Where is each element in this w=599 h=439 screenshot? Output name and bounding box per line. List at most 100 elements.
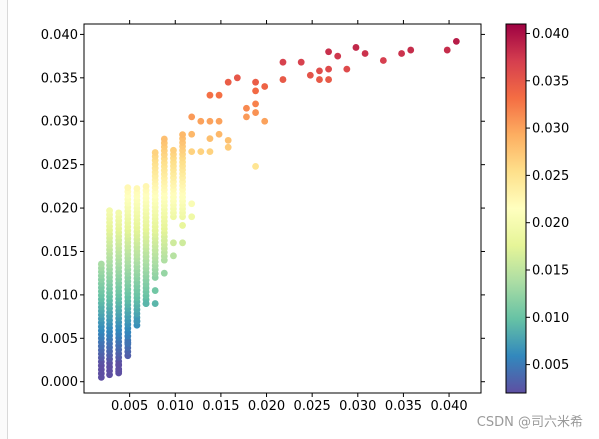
data-point bbox=[179, 239, 186, 247]
data-point bbox=[215, 91, 223, 99]
data-point bbox=[224, 143, 232, 151]
data-point bbox=[252, 162, 259, 170]
data-point bbox=[124, 184, 132, 192]
data-point bbox=[407, 46, 415, 54]
y-tick-label: 0.005 bbox=[41, 332, 78, 347]
watermark: CSDN @司六米希 bbox=[476, 415, 583, 430]
data-point bbox=[133, 317, 141, 325]
data-point bbox=[343, 65, 351, 73]
x-axis: 0.005 0.010 0.015 0.020 0.025 0.030 0.035 0.040 bbox=[111, 20, 468, 414]
data-point bbox=[188, 130, 196, 138]
x-tick-label: 0.005 bbox=[111, 399, 148, 414]
data-point bbox=[115, 209, 123, 217]
data-point bbox=[142, 182, 150, 190]
data-point bbox=[206, 135, 214, 143]
window-edge bbox=[0, 0, 8, 439]
data-point bbox=[261, 83, 269, 90]
data-point bbox=[306, 71, 314, 79]
data-point bbox=[252, 78, 259, 86]
y-tick-label: 0.040 bbox=[41, 28, 78, 43]
data-point bbox=[151, 149, 159, 156]
data-point bbox=[197, 148, 205, 156]
y-tick-label: 0.035 bbox=[41, 71, 78, 86]
data-point bbox=[243, 104, 250, 112]
data-point bbox=[452, 37, 460, 45]
data-point bbox=[215, 117, 223, 125]
data-point bbox=[160, 269, 168, 277]
data-point bbox=[224, 78, 232, 86]
data-point bbox=[206, 148, 214, 156]
data-point bbox=[142, 300, 150, 307]
colorbar-tick-label: 0.005 bbox=[532, 358, 569, 373]
x-tick-label: 0.025 bbox=[294, 399, 331, 414]
data-point bbox=[151, 300, 159, 307]
colorbar-tick-label: 0.015 bbox=[532, 264, 569, 279]
data-point bbox=[224, 136, 232, 144]
data-points bbox=[97, 37, 460, 381]
x-tick-label: 0.020 bbox=[248, 399, 285, 414]
data-point bbox=[443, 46, 451, 54]
colorbar-tick-label: 0.025 bbox=[532, 169, 569, 184]
data-point bbox=[252, 109, 259, 116]
colorbar-tick-label: 0.020 bbox=[532, 216, 569, 231]
data-point bbox=[115, 367, 123, 375]
colorbar bbox=[505, 23, 527, 394]
data-point bbox=[279, 76, 287, 83]
data-point bbox=[170, 252, 177, 260]
data-point bbox=[188, 148, 196, 156]
data-point bbox=[206, 117, 214, 125]
data-point bbox=[325, 65, 332, 73]
y-tick-label: 0.030 bbox=[41, 115, 78, 130]
data-point bbox=[361, 50, 369, 57]
data-point bbox=[188, 213, 196, 221]
data-point bbox=[252, 87, 259, 95]
data-point bbox=[124, 339, 132, 347]
data-point bbox=[97, 260, 105, 268]
data-point bbox=[243, 113, 250, 121]
data-point bbox=[133, 185, 141, 192]
y-tick-label: 0.010 bbox=[41, 288, 78, 303]
x-tick-label: 0.040 bbox=[430, 399, 467, 414]
data-point bbox=[352, 44, 360, 51]
data-point bbox=[261, 117, 269, 125]
y-axis: 0.000 0.005 0.010 0.015 0.020 0.025 0.030 0.035… bbox=[41, 28, 485, 390]
y-tick-label: 0.015 bbox=[41, 245, 78, 260]
data-point bbox=[188, 113, 196, 121]
data-point bbox=[115, 360, 123, 368]
x-tick-label: 0.030 bbox=[339, 399, 376, 414]
colorbar-tick-label: 0.040 bbox=[532, 27, 569, 42]
x-tick-label: 0.010 bbox=[157, 399, 194, 414]
colorbar-tick-label: 0.035 bbox=[532, 74, 569, 89]
data-point bbox=[179, 222, 186, 229]
data-point bbox=[398, 50, 405, 57]
data-point bbox=[325, 48, 332, 56]
data-point bbox=[197, 117, 205, 125]
y-tick-label: 0.025 bbox=[41, 158, 78, 173]
x-tick-label: 0.035 bbox=[385, 399, 422, 414]
data-point bbox=[325, 76, 332, 83]
data-point bbox=[316, 67, 323, 75]
data-point bbox=[206, 91, 214, 99]
data-point bbox=[215, 130, 223, 138]
data-point bbox=[334, 52, 342, 60]
data-point bbox=[379, 57, 387, 64]
data-point bbox=[188, 200, 196, 208]
data-point bbox=[297, 58, 305, 66]
y-tick-label: 0.020 bbox=[41, 202, 78, 217]
colorbar-tick-label: 0.010 bbox=[532, 311, 569, 326]
colorbar-tick-label: 0.030 bbox=[532, 122, 569, 137]
x-tick-label: 0.015 bbox=[202, 399, 239, 414]
data-point bbox=[160, 135, 168, 143]
data-point bbox=[106, 207, 113, 215]
data-point bbox=[252, 100, 259, 108]
data-point bbox=[170, 146, 177, 154]
data-point bbox=[233, 74, 241, 82]
data-point bbox=[170, 239, 177, 247]
data-point bbox=[279, 58, 287, 66]
data-point bbox=[316, 76, 323, 83]
data-point bbox=[179, 131, 186, 139]
data-point bbox=[151, 287, 159, 294]
colorbar-axis: 0.005 0.010 0.015 0.020 0.025 0.030 0.035 0.040 bbox=[526, 27, 569, 373]
y-tick-label: 0.000 bbox=[41, 375, 78, 390]
